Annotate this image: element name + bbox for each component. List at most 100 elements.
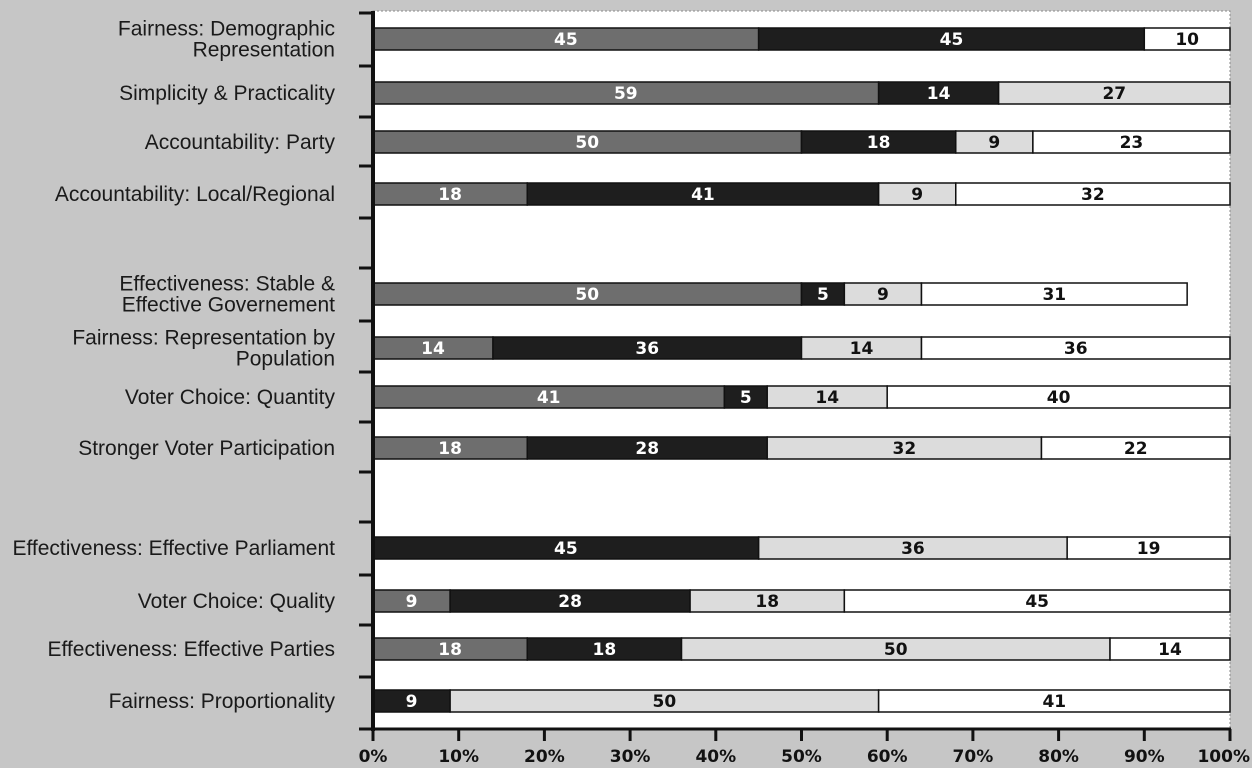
category-label-line: Effectiveness: Stable & [119,273,335,296]
data-label: 45 [554,30,578,50]
category-label: Effectiveness: Stable & Effective Governe… [119,273,335,317]
data-label: 31 [1042,285,1066,305]
data-label: 19 [1137,539,1161,559]
data-label: 18 [438,185,462,205]
bar-segment [1066,536,1231,560]
data-label: 14 [1158,640,1182,660]
category-label-line: Accountability: Local/Regional [55,183,335,206]
data-label: 18 [867,133,891,153]
bar-segment [843,589,1231,613]
data-label: 50 [884,640,908,660]
x-tick-label: 10% [438,747,479,767]
category-label: Voter Choice: Quality [138,590,336,613]
data-label: 5 [817,285,829,305]
data-label: 9 [988,133,1000,153]
x-tick-label: 90% [1124,747,1165,767]
category-label-line: Population [236,348,335,371]
data-label: 23 [1120,133,1144,153]
data-label: 9 [911,185,923,205]
bar-segment [886,385,1231,409]
bar-segment [1143,27,1231,51]
data-label: 10 [1175,30,1199,50]
data-label: 50 [575,285,599,305]
bar-segment [920,282,1188,306]
data-label: 50 [575,133,599,153]
data-label: 50 [653,692,677,712]
data-label: 18 [593,640,617,660]
category-label-line: Accountability: Party [145,131,336,154]
data-label: 27 [1102,84,1126,104]
data-label: 14 [927,84,951,104]
category-label-line: Effectiveness: Effective Parties [47,638,335,661]
data-label: 32 [1081,185,1105,205]
plot-area [372,10,1231,730]
bar-segment [1109,637,1231,661]
bar-segment [920,336,1231,360]
data-label: 41 [537,388,561,408]
data-label: 9 [406,692,418,712]
x-tick-labels: 0% 10% 20% 30% 40% 50% 60% 70% 80% 90% 100% [359,747,1250,767]
data-label: 41 [1042,692,1066,712]
data-label: 18 [438,439,462,459]
data-label: 14 [850,339,874,359]
bar-segment [877,689,1231,713]
x-tick-label: 0% [359,747,388,767]
category-label: Stronger Voter Participation [78,437,335,460]
x-tick-label: 80% [1038,747,1079,767]
data-label: 28 [558,592,582,612]
x-tick-label: 70% [953,747,994,767]
category-label-line: Simplicity & Practicality [119,82,335,105]
x-tick-label: 40% [695,747,736,767]
category-label-line: Voter Choice: Quantity [125,386,336,409]
category-label: Voter Choice: Quantity [125,386,336,409]
data-label: 9 [406,592,418,612]
data-label: 28 [635,439,659,459]
category-label-line: Voter Choice: Quality [138,590,336,613]
data-label: 18 [438,640,462,660]
data-label: 14 [815,388,839,408]
axes-group [359,11,1232,741]
category-label-line: Effectiveness: Effective Parliament [12,537,335,560]
category-labels: Fairness: Demographic Representation Simpl… [12,18,335,714]
data-label: 14 [421,339,445,359]
data-label: 9 [877,285,889,305]
x-tick-label: 100% [1197,747,1250,767]
data-label: 40 [1047,388,1071,408]
data-label: 36 [1064,339,1088,359]
data-label: 5 [740,388,752,408]
category-label-line: Stronger Voter Participation [78,437,335,460]
data-label: 36 [635,339,659,359]
data-label: 45 [940,30,964,50]
category-label: Fairness: Representation by Population [72,327,335,371]
category-label: Effectiveness: Effective Parliament [12,537,335,560]
data-label: 59 [614,84,638,104]
data-label: 22 [1124,439,1148,459]
data-label: 32 [893,439,917,459]
bar-segment [1040,436,1231,460]
x-tick-label: 50% [781,747,822,767]
category-label-line: Effective Governement [122,294,335,317]
category-label: Accountability: Local/Regional [55,183,335,206]
data-label: 36 [901,539,925,559]
category-label-line: Fairness: Demographic [118,18,335,41]
data-label: 45 [1025,592,1049,612]
data-label: 41 [691,185,715,205]
data-label: 45 [554,539,578,559]
bar-segment [1032,130,1231,154]
category-label: Fairness: Demographic Representation [118,18,335,62]
x-tick-label: 20% [524,747,565,767]
bar-segment [955,182,1231,206]
category-label: Effectiveness: Effective Parties [47,638,335,661]
data-label: 18 [755,592,779,612]
category-label-line: Fairness: Representation by [72,327,335,350]
category-label-line: Fairness: Proportionality [109,690,336,713]
category-label: Simplicity & Practicality [119,82,335,105]
x-tick-label: 60% [867,747,908,767]
x-tick-label: 30% [610,747,651,767]
category-label: Fairness: Proportionality [109,690,336,713]
category-label-line: Representation [193,39,335,62]
category-label: Accountability: Party [145,131,336,154]
bar-segment [997,81,1231,105]
